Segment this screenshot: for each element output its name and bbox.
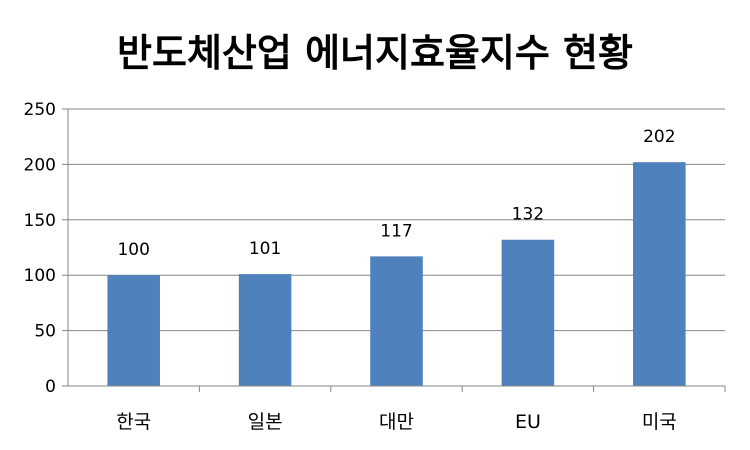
bar (107, 275, 160, 386)
category-label: EU (515, 411, 541, 433)
bar (238, 274, 292, 386)
y-tick-label: 250 (24, 100, 56, 120)
category-label: 일본 (248, 411, 283, 433)
labels: 0 50 100 150 200 250 100 한국 101 일본 117 대만 132 EU 202 미국 (24, 100, 677, 433)
data-label: 100 (117, 240, 149, 260)
y-tick-label: 150 (24, 211, 56, 231)
bar (501, 239, 555, 386)
y-tick-label: 200 (24, 155, 56, 175)
data-label: 117 (380, 221, 412, 241)
chart-title: 반도체산업 에너지효율지수 현황 (117, 31, 633, 75)
y-tick-label: 0 (45, 377, 56, 397)
y-tick-label: 50 (34, 322, 56, 342)
category-label: 대만 (379, 411, 414, 433)
data-label: 202 (643, 127, 675, 147)
bars (107, 162, 686, 386)
y-tick-label: 100 (24, 266, 56, 286)
category-label: 한국 (116, 411, 151, 433)
data-label: 132 (512, 205, 544, 225)
data-label: 101 (249, 239, 281, 259)
category-label: 미국 (642, 411, 677, 433)
axes (62, 108, 726, 392)
bar (633, 162, 686, 386)
bar (370, 256, 423, 386)
